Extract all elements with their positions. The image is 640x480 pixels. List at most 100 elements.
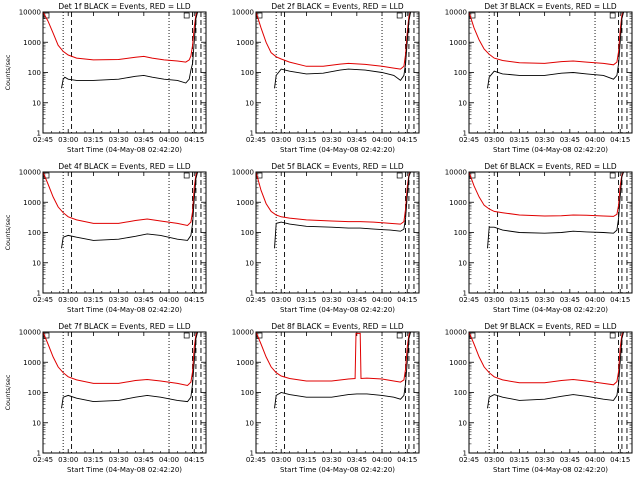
events-series-line (274, 332, 412, 409)
x-tick-label: 04:00 (372, 136, 392, 144)
y-tick-label: 10 (32, 99, 41, 107)
y-tick-label: 1 (37, 290, 41, 298)
x-axis-label: Start Time (04-May-08 02:42:20) (280, 146, 395, 154)
x-axis-label: Start Time (04-May-08 02:42:20) (280, 466, 395, 474)
y-tick-label: 10 (245, 419, 254, 427)
plot-frame (255, 11, 420, 134)
y-tick-label: 1000 (236, 39, 254, 47)
y-tick-label: 1000 (449, 359, 467, 367)
x-axis-label: Start Time (04-May-08 02:42:20) (280, 306, 395, 314)
x-tick-label: 04:00 (372, 296, 392, 304)
x-tick-label: 03:45 (560, 136, 580, 144)
x-tick-label: 03:45 (134, 296, 154, 304)
y-axis-label: Counts/sec (4, 374, 12, 410)
panel-title: Det 1f BLACK = Events, RED = LLD (58, 2, 191, 11)
x-axis-label: Start Time (04-May-08 02:42:20) (67, 306, 182, 314)
x-tick-label: 03:15 (509, 136, 529, 144)
x-tick-label: 03:45 (134, 456, 154, 464)
y-axis-label: Counts/sec (4, 54, 12, 90)
panel-title: Det 7f BLACK = Events, RED = LLD (58, 322, 191, 331)
y-tick-label: 100 (454, 69, 467, 77)
x-tick-label: 03:00 (271, 296, 291, 304)
lld-series-line (469, 332, 625, 386)
panel-title: Det 4f BLACK = Events, RED = LLD (58, 162, 191, 171)
x-tick-label: 03:30 (535, 296, 555, 304)
y-tick-label: 1 (250, 290, 254, 298)
corner-marker-right (396, 172, 403, 179)
x-tick-label: 03:30 (535, 136, 555, 144)
y-tick-label: 1 (250, 130, 254, 138)
corner-marker-right (183, 172, 190, 179)
x-tick-label: 03:00 (484, 136, 504, 144)
x-tick-label: 03:45 (560, 296, 580, 304)
y-tick-label: 1000 (449, 199, 467, 207)
plot-frame (42, 11, 207, 134)
y-tick-label: 10000 (19, 329, 41, 337)
panel-det-5f: Det 5f BLACK = Events, RED = LLD Start Ti… (232, 162, 420, 314)
plot-frame (42, 171, 207, 294)
x-tick-label: 03:45 (134, 136, 154, 144)
y-tick-label: 10 (245, 99, 254, 107)
y-tick-label: 1 (37, 450, 41, 458)
x-tick-label: 03:15 (509, 296, 529, 304)
panel-det-1f: Det 1f BLACK = Events, RED = LLD Start Ti… (4, 2, 207, 154)
events-series-line (487, 172, 625, 249)
x-tick-label: 03:15 (83, 296, 103, 304)
y-tick-label: 10000 (232, 329, 254, 337)
y-tick-label: 1000 (23, 39, 41, 47)
x-tick-label: 03:00 (271, 456, 291, 464)
lld-series-line (43, 172, 199, 227)
lld-series-line (43, 12, 199, 63)
y-tick-label: 10000 (19, 9, 41, 17)
x-axis-label: Start Time (04-May-08 02:42:20) (493, 306, 608, 314)
plot-frame (42, 331, 207, 454)
x-tick-label: 02:45 (33, 456, 53, 464)
lld-series-line (256, 172, 412, 225)
panel-title: Det 3f BLACK = Events, RED = LLD (484, 2, 617, 11)
x-tick-label: 02:45 (33, 296, 53, 304)
events-series-line (274, 172, 412, 249)
x-tick-label: 04:00 (372, 456, 392, 464)
panel-title: Det 6f BLACK = Events, RED = LLD (484, 162, 617, 171)
y-tick-label: 1000 (449, 39, 467, 47)
x-tick-label: 03:00 (58, 136, 78, 144)
y-tick-label: 100 (28, 389, 41, 397)
y-tick-label: 1 (250, 450, 254, 458)
x-tick-label: 03:15 (83, 456, 103, 464)
x-tick-label: 04:00 (585, 296, 605, 304)
y-tick-label: 1 (463, 450, 467, 458)
y-tick-label: 10 (458, 259, 467, 267)
x-tick-label: 03:30 (322, 296, 342, 304)
y-tick-label: 10 (458, 99, 467, 107)
x-tick-label: 04:15 (610, 136, 630, 144)
y-tick-label: 10 (458, 419, 467, 427)
y-tick-label: 1 (463, 130, 467, 138)
lld-series-line (469, 172, 625, 217)
x-tick-label: 03:45 (347, 456, 367, 464)
x-tick-label: 04:15 (397, 296, 417, 304)
lld-series-line (256, 12, 412, 70)
lld-series-line (43, 332, 199, 387)
x-tick-label: 04:15 (184, 136, 204, 144)
x-tick-label: 02:45 (33, 136, 53, 144)
y-tick-label: 100 (28, 229, 41, 237)
x-tick-label: 03:45 (347, 136, 367, 144)
x-axis-label: Start Time (04-May-08 02:42:20) (67, 466, 182, 474)
events-series-line (487, 12, 625, 89)
panel-title: Det 9f BLACK = Events, RED = LLD (484, 322, 617, 331)
x-tick-label: 03:15 (509, 456, 529, 464)
y-tick-label: 10000 (445, 329, 467, 337)
x-tick-label: 04:15 (610, 296, 630, 304)
events-series-line (487, 332, 625, 409)
x-tick-label: 03:00 (58, 296, 78, 304)
y-tick-label: 10000 (445, 9, 467, 17)
panel-det-3f: Det 3f BLACK = Events, RED = LLD Start Ti… (445, 2, 633, 154)
panel-title: Det 2f BLACK = Events, RED = LLD (271, 2, 404, 11)
corner-marker-right (396, 332, 403, 339)
x-tick-label: 03:00 (484, 456, 504, 464)
y-tick-label: 100 (454, 229, 467, 237)
y-tick-label: 10 (245, 259, 254, 267)
y-tick-label: 100 (241, 389, 254, 397)
x-tick-label: 03:30 (535, 456, 555, 464)
